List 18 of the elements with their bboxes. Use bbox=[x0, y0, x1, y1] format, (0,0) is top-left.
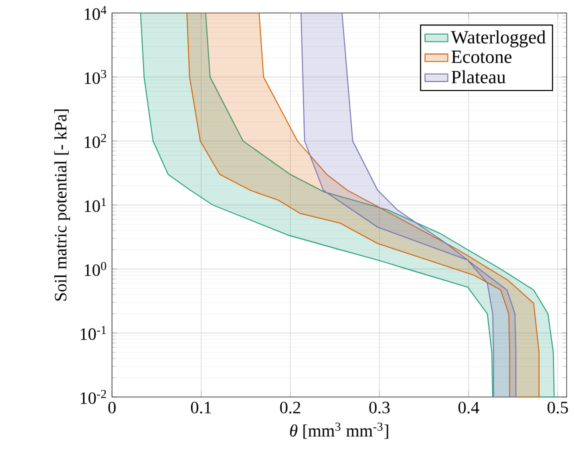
x-tick-label: 0.5 bbox=[548, 402, 568, 414]
y-tick-label: 10$^{1}$ bbox=[84, 198, 106, 212]
x-tick-label: 0.2 bbox=[280, 402, 300, 414]
x-axis-title: θ [mm$^{3}$ mm$^{-3}$] bbox=[290, 422, 388, 439]
legend-label: Plateau bbox=[451, 70, 506, 84]
y-tick-label: 10$^{2}$ bbox=[84, 134, 106, 148]
y-tick-label: 10$^{4}$ bbox=[84, 6, 106, 20]
y-tick-label: 10$^{-1}$ bbox=[80, 326, 106, 340]
x-tick-label: 0.1 bbox=[190, 402, 211, 414]
x-tick-label: 0.3 bbox=[369, 402, 390, 414]
x-tick-label: 0 bbox=[108, 402, 116, 414]
y-axis-title: Soil matric potential [- kPa] bbox=[54, 110, 70, 301]
legend-label: Ecotone bbox=[451, 50, 512, 64]
y-tick-label: 10$^{-2}$ bbox=[80, 390, 106, 404]
x-tick-label: 0.4 bbox=[458, 402, 480, 414]
y-tick-label: 10$^{0}$ bbox=[84, 262, 106, 276]
y-tick-label: 10$^{3}$ bbox=[84, 70, 106, 84]
legend-label: Waterlogged bbox=[450, 30, 546, 48]
